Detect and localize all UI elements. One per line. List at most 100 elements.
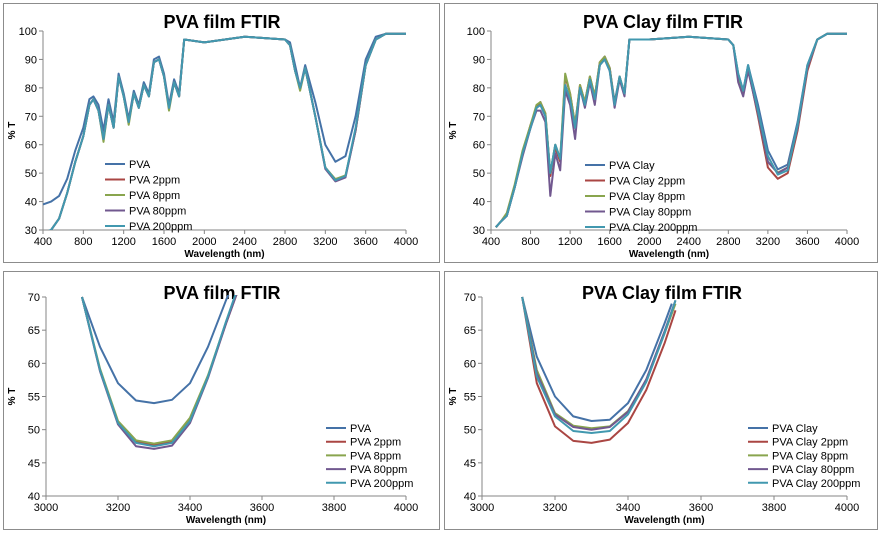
chart-panel-pva-full: PVA film FTIR 30 40 50 60 70 80 90 100 400 800 1200… <box>3 3 440 263</box>
x-tick-label: 3400 <box>616 502 640 514</box>
y-axis-label: % T <box>448 388 459 406</box>
series-line-2 <box>81 295 238 445</box>
x-tick-label: 3600 <box>250 502 274 514</box>
legend-label: PVA Clay 8ppm <box>609 191 685 203</box>
x-tick-label: 400 <box>482 236 500 248</box>
y-axis-label: % T <box>7 122 18 140</box>
chart-panel-pva-zoom: PVA film FTIR 40 45 50 55 60 65 70 3000 3200 3400 3… <box>3 271 440 530</box>
x-tick-label: 3000 <box>34 502 58 514</box>
y-tick-label: 70 <box>473 111 485 123</box>
x-tick-label: 1600 <box>152 236 176 248</box>
series-line-4 <box>495 32 847 228</box>
x-tick-label: 800 <box>74 236 92 248</box>
x-axis-label: Wavelength (nm) <box>624 515 704 526</box>
chart-svg-pva-zoom: PVA film FTIR 40 45 50 55 60 65 70 3000 3200 3400 3… <box>7 283 418 526</box>
y-tick-label: 70 <box>25 111 37 123</box>
y-axis-label: % T <box>7 388 18 406</box>
y-tick-label: 60 <box>473 140 485 152</box>
x-tick-label: 1600 <box>597 236 621 248</box>
legend-label: PVA Clay 200ppm <box>609 222 697 234</box>
legend-label: PVA Clay 2ppm <box>772 437 848 449</box>
y-tick-label: 30 <box>25 225 37 237</box>
chart-svg-pvaclay-full: PVA Clay film FTIR 30 40 50 60 70 80 90 100 400 80… <box>448 12 859 260</box>
y-tick-label: 70 <box>28 292 40 304</box>
legend-label: PVA 8ppm <box>129 190 180 202</box>
y-tick-label: 80 <box>25 83 37 95</box>
series-line-0 <box>43 32 406 206</box>
series-line-0 <box>81 295 230 405</box>
y-tick-label: 45 <box>464 458 476 470</box>
y-tick-label: 50 <box>473 168 485 180</box>
x-tick-label: 400 <box>34 236 52 248</box>
chart-panel-pvaclay-zoom: PVA Clay film FTIR 40 45 50 55 60 65 70 3000 3200… <box>444 271 878 530</box>
y-tick-label: 50 <box>464 425 476 437</box>
series-line-1 <box>81 295 238 446</box>
x-tick-label: 4000 <box>394 236 418 248</box>
series-line-1 <box>521 296 677 444</box>
y-tick-label: 50 <box>25 168 37 180</box>
y-tick-label: 90 <box>25 54 37 66</box>
series-line-0 <box>521 296 673 422</box>
series-line-3 <box>81 295 238 450</box>
legend-label: PVA 80ppm <box>129 206 186 218</box>
chart-title: PVA Clay film FTIR <box>583 12 743 32</box>
legend-label: PVA Clay 2ppm <box>609 176 685 188</box>
y-tick-label: 40 <box>28 491 40 503</box>
series-line-4 <box>48 32 406 230</box>
legend-label: PVA Clay 200ppm <box>772 478 860 490</box>
x-tick-label: 2800 <box>716 236 740 248</box>
series-line-4 <box>81 295 237 448</box>
legend-label: PVA Clay <box>609 160 655 172</box>
x-tick-label: 3800 <box>762 502 786 514</box>
x-axis-label: Wavelength (nm) <box>184 249 264 260</box>
x-tick-label: 2000 <box>192 236 216 248</box>
legend-label: PVA Clay <box>772 423 818 435</box>
y-tick-label: 45 <box>28 458 40 470</box>
y-tick-label: 60 <box>464 358 476 370</box>
y-tick-label: 50 <box>28 425 40 437</box>
legend-label: PVA Clay 8ppm <box>772 450 848 462</box>
x-tick-label: 1200 <box>111 236 135 248</box>
x-tick-label: 3600 <box>353 236 377 248</box>
y-tick-label: 90 <box>473 54 485 66</box>
series-line-4 <box>521 296 677 434</box>
x-tick-label: 3400 <box>178 502 202 514</box>
x-tick-label: 3000 <box>470 502 494 514</box>
legend-label: PVA 8ppm <box>350 450 401 462</box>
legend-label: PVA <box>129 159 151 171</box>
x-tick-label: 4000 <box>835 236 859 248</box>
y-tick-label: 40 <box>25 197 37 209</box>
x-tick-label: 4000 <box>394 502 418 514</box>
y-axis-label: % T <box>448 122 459 140</box>
x-tick-label: 3200 <box>756 236 780 248</box>
legend-label: PVA 80ppm <box>350 464 407 476</box>
legend-label: PVA <box>350 423 372 435</box>
x-axis-label: Wavelength (nm) <box>186 515 266 526</box>
y-tick-label: 40 <box>464 491 476 503</box>
y-tick-label: 40 <box>473 197 485 209</box>
y-tick-label: 70 <box>464 292 476 304</box>
x-tick-label: 3200 <box>106 502 130 514</box>
x-tick-label: 3600 <box>689 502 713 514</box>
chart-title: PVA film FTIR <box>164 12 281 32</box>
chart-title: PVA Clay film FTIR <box>582 283 742 303</box>
y-tick-label: 65 <box>464 325 476 337</box>
y-tick-label: 55 <box>28 392 40 404</box>
x-tick-label: 3800 <box>322 502 346 514</box>
legend-label: PVA 2ppm <box>129 175 180 187</box>
x-tick-label: 2400 <box>677 236 701 248</box>
x-tick-label: 3600 <box>795 236 819 248</box>
y-tick-label: 100 <box>467 26 485 38</box>
legend-label: PVA 200ppm <box>129 221 192 233</box>
x-tick-label: 3200 <box>313 236 337 248</box>
x-tick-label: 3200 <box>543 502 567 514</box>
chart-svg-pvaclay-zoom: PVA Clay film FTIR 40 45 50 55 60 65 70 3000 3200… <box>448 283 860 526</box>
chart-title: PVA film FTIR <box>164 283 281 303</box>
legend-label: PVA 2ppm <box>350 437 401 449</box>
y-tick-label: 65 <box>28 325 40 337</box>
x-tick-label: 1200 <box>558 236 582 248</box>
y-tick-label: 100 <box>19 26 37 38</box>
y-tick-label: 60 <box>28 358 40 370</box>
x-tick-label: 4000 <box>835 502 859 514</box>
x-tick-label: 2000 <box>637 236 661 248</box>
